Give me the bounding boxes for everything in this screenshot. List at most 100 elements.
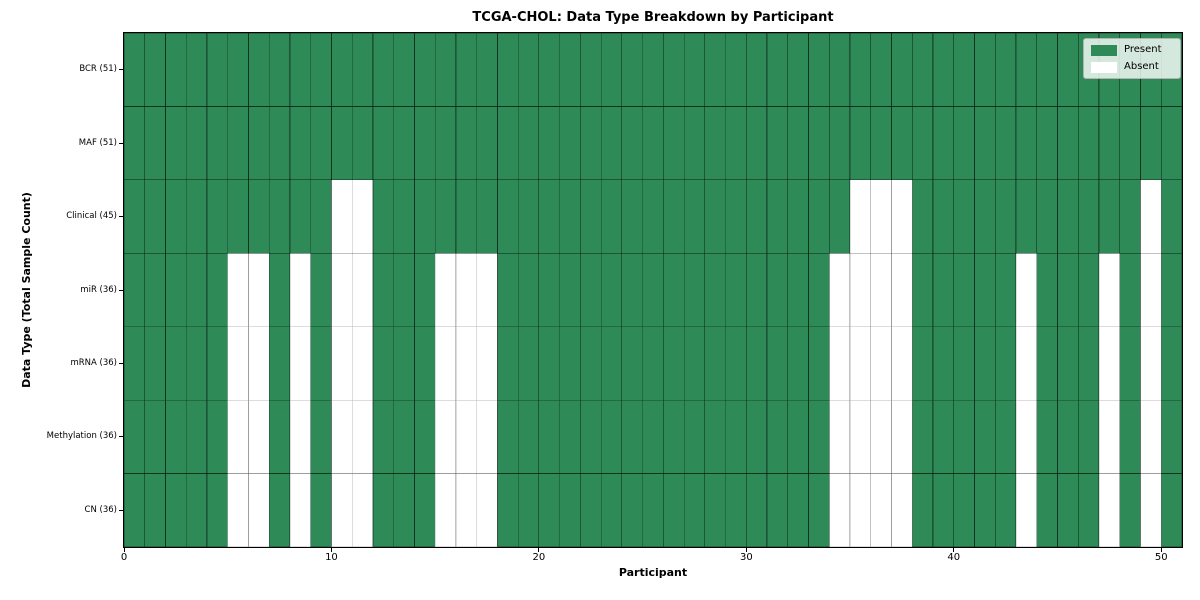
heatmap-cell: [683, 106, 706, 181]
heatmap-cell: [994, 473, 1017, 547]
heatmap-cell: [1015, 33, 1038, 107]
heatmap-cell: [1160, 179, 1182, 254]
heatmap-cell: [621, 473, 643, 547]
heatmap-cell: [849, 473, 872, 547]
heatmap-cell: [911, 326, 934, 401]
heatmap-cell: [124, 106, 146, 181]
heatmap-cell: [849, 33, 872, 107]
heatmap-cell: [310, 473, 332, 547]
heatmap-cell: [704, 252, 726, 328]
heatmap-cell: [538, 179, 560, 254]
heatmap-cell: [745, 473, 768, 547]
heatmap-cell: [683, 179, 706, 254]
heatmap-cell: [206, 33, 229, 107]
heatmap-cell: [663, 252, 685, 328]
heatmap-cell: [455, 179, 478, 254]
heatmap-cell: [953, 106, 975, 181]
x-tick-label: 40: [947, 552, 961, 563]
heatmap-cell: [331, 106, 353, 181]
heatmap-cell: [248, 106, 270, 181]
heatmap-cell: [766, 179, 789, 254]
heatmap-cell: [808, 399, 830, 474]
heatmap-cell: [372, 33, 395, 107]
heatmap-cell: [870, 252, 892, 328]
heatmap-cell: [787, 179, 809, 254]
heatmap-cell: [994, 326, 1017, 401]
legend: Present Absent: [1083, 38, 1181, 79]
heatmap-cell: [808, 326, 830, 401]
heatmap-cell: [663, 179, 685, 254]
y-tick-label: BCR (51): [79, 64, 117, 75]
heatmap-cell: [289, 399, 312, 474]
heatmap-cell: [1119, 399, 1141, 474]
heatmap-cell: [268, 252, 291, 328]
heatmap-cell: [289, 326, 312, 401]
x-tick-mark: [1160, 548, 1162, 552]
heatmap-cell: [683, 473, 706, 547]
heatmap-cell: [414, 33, 436, 107]
heatmap-cell: [600, 252, 623, 328]
heatmap-cell: [331, 473, 353, 547]
heatmap-cell: [932, 473, 955, 547]
heatmap-cell: [144, 33, 166, 107]
heatmap-cell: [476, 252, 498, 328]
heatmap-cell: [1140, 326, 1162, 401]
heatmap-cell: [642, 326, 664, 401]
legend-swatch-present: [1091, 44, 1117, 56]
y-tick-mark: [119, 362, 123, 364]
heatmap-cell: [1036, 33, 1058, 107]
heatmap-cell: [1140, 399, 1162, 474]
heatmap-cell: [517, 179, 540, 254]
heatmap-cell: [351, 106, 374, 181]
x-tick-mark: [330, 548, 332, 552]
heatmap-cell: [559, 326, 581, 401]
y-tick-mark: [119, 69, 123, 71]
heatmap-cell: [1057, 399, 1079, 474]
heatmap-cell: [932, 252, 955, 328]
heatmap-cell: [663, 33, 685, 107]
heatmap-cell: [538, 252, 560, 328]
heatmap-cell: [517, 106, 540, 181]
heatmap-cell: [870, 326, 892, 401]
heatmap-cell: [1015, 326, 1038, 401]
heatmap-cell: [849, 106, 872, 181]
x-axis-label: Participant: [618, 566, 688, 579]
heatmap-cell: [310, 179, 332, 254]
heatmap-cell: [600, 399, 623, 474]
heatmap-cell: [953, 179, 975, 254]
heatmap-cell: [227, 326, 249, 401]
heatmap-cell: [704, 399, 726, 474]
heatmap-cell: [787, 252, 809, 328]
heatmap-cell: [268, 326, 291, 401]
heatmap-cell: [683, 399, 706, 474]
heatmap-cell: [580, 399, 602, 474]
y-tick-label: Clinical (45): [66, 211, 117, 222]
heatmap-cell: [828, 326, 851, 401]
heatmap-cell: [289, 252, 312, 328]
heatmap-cell: [1036, 252, 1058, 328]
x-tick-label: 30: [739, 552, 753, 563]
heatmap-cell: [268, 33, 291, 107]
y-tick-mark: [119, 289, 123, 291]
heatmap-cell: [1140, 106, 1162, 181]
heatmap-cell: [227, 179, 249, 254]
heatmap-cell: [1036, 179, 1058, 254]
heatmap-cell: [476, 179, 498, 254]
heatmap-cell: [642, 106, 664, 181]
y-tick-mark: [119, 509, 123, 511]
heatmap-cell: [351, 399, 374, 474]
heatmap-cell: [185, 326, 208, 401]
y-tick-label: miR (36): [80, 284, 117, 295]
heatmap-cell: [289, 179, 312, 254]
heatmap-cell: [1098, 252, 1121, 328]
y-axis-label: Data Type (Total Sample Count): [20, 192, 33, 388]
heatmap-cell: [1015, 179, 1038, 254]
heatmap-cell: [1098, 399, 1121, 474]
heatmap-cell: [351, 326, 374, 401]
heatmap-cell: [974, 326, 996, 401]
heatmap-cell: [808, 106, 830, 181]
heatmap-cell: [704, 106, 726, 181]
heatmap-cell: [393, 252, 415, 328]
heatmap-cell: [932, 33, 955, 107]
heatmap-cell: [1036, 326, 1058, 401]
